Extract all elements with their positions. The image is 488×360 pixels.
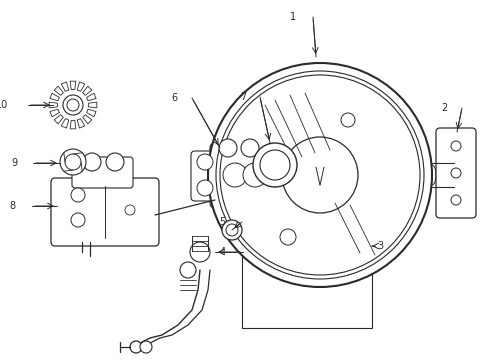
Polygon shape xyxy=(54,86,63,95)
Circle shape xyxy=(282,137,357,213)
Polygon shape xyxy=(70,121,76,129)
Circle shape xyxy=(340,113,354,127)
Text: 9: 9 xyxy=(11,158,17,168)
Polygon shape xyxy=(82,86,92,95)
Polygon shape xyxy=(50,93,59,101)
FancyBboxPatch shape xyxy=(435,128,475,218)
Circle shape xyxy=(225,224,238,236)
Circle shape xyxy=(180,262,196,278)
Circle shape xyxy=(450,195,460,205)
Circle shape xyxy=(190,242,209,262)
Circle shape xyxy=(71,213,85,227)
Polygon shape xyxy=(86,93,96,101)
Text: 3: 3 xyxy=(376,241,382,251)
Circle shape xyxy=(280,229,295,245)
Text: 8: 8 xyxy=(9,201,15,211)
Circle shape xyxy=(222,220,242,240)
Circle shape xyxy=(106,153,124,171)
Circle shape xyxy=(260,150,289,180)
Circle shape xyxy=(197,180,213,196)
Polygon shape xyxy=(54,114,63,124)
Circle shape xyxy=(130,341,142,353)
Text: 2: 2 xyxy=(441,103,447,113)
FancyBboxPatch shape xyxy=(209,143,280,208)
Text: 1: 1 xyxy=(289,12,295,22)
Polygon shape xyxy=(77,82,84,91)
Text: 10: 10 xyxy=(0,100,8,110)
Circle shape xyxy=(207,63,431,287)
Circle shape xyxy=(65,154,81,170)
Circle shape xyxy=(219,139,237,157)
Ellipse shape xyxy=(451,165,459,185)
Circle shape xyxy=(243,163,266,187)
FancyBboxPatch shape xyxy=(310,156,328,194)
FancyBboxPatch shape xyxy=(191,151,226,201)
Bar xyxy=(242,248,371,328)
Ellipse shape xyxy=(459,165,467,185)
Circle shape xyxy=(63,95,83,115)
Circle shape xyxy=(220,75,419,275)
Polygon shape xyxy=(86,109,96,117)
Polygon shape xyxy=(88,102,97,108)
Ellipse shape xyxy=(435,165,443,185)
FancyBboxPatch shape xyxy=(264,154,291,197)
Circle shape xyxy=(216,71,423,279)
Polygon shape xyxy=(77,118,84,128)
Circle shape xyxy=(83,153,101,171)
Polygon shape xyxy=(61,118,69,128)
Polygon shape xyxy=(49,102,58,108)
Text: 5: 5 xyxy=(218,217,224,227)
Circle shape xyxy=(140,341,152,353)
Text: 7: 7 xyxy=(239,92,245,102)
Circle shape xyxy=(67,99,79,111)
Circle shape xyxy=(197,154,213,170)
Circle shape xyxy=(450,168,460,178)
FancyBboxPatch shape xyxy=(72,157,133,188)
Circle shape xyxy=(60,149,86,175)
Polygon shape xyxy=(70,81,76,90)
Bar xyxy=(314,189,325,195)
Circle shape xyxy=(223,163,246,187)
Polygon shape xyxy=(61,82,69,91)
Polygon shape xyxy=(82,114,92,124)
Circle shape xyxy=(71,188,85,202)
Circle shape xyxy=(241,139,259,157)
Circle shape xyxy=(450,141,460,151)
Circle shape xyxy=(252,143,296,187)
Text: 4: 4 xyxy=(220,247,225,257)
Circle shape xyxy=(125,205,135,215)
Ellipse shape xyxy=(443,165,451,185)
Text: 6: 6 xyxy=(170,93,177,103)
FancyBboxPatch shape xyxy=(51,178,159,246)
Ellipse shape xyxy=(427,165,435,185)
Polygon shape xyxy=(50,109,59,117)
